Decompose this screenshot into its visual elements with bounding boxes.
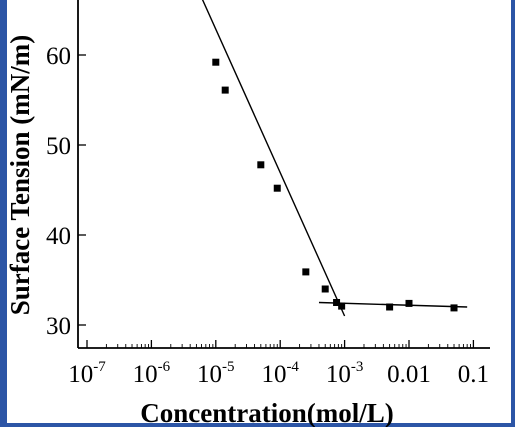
data-point bbox=[257, 161, 265, 169]
data-point bbox=[338, 302, 346, 310]
left-frame-stripe bbox=[0, 0, 7, 427]
y-tick-labels: 30 40 50 60 bbox=[46, 43, 71, 340]
data-point bbox=[321, 285, 329, 293]
x-tick-label: 10-7 bbox=[68, 359, 106, 388]
x-tick-label: 0.01 bbox=[387, 361, 431, 388]
x-axis-title: Concentration(mol/L) bbox=[140, 398, 393, 427]
data-point bbox=[450, 304, 458, 312]
x-major-ticks bbox=[86, 340, 475, 348]
y-tick-label: 60 bbox=[46, 43, 71, 70]
data-points bbox=[212, 58, 458, 312]
y-axis-title: Surface Tension (mN/m) bbox=[5, 35, 35, 316]
y-tick-label: 40 bbox=[46, 223, 71, 250]
x-tick-label: 0.1 bbox=[458, 361, 489, 388]
x-tick-label: 10-3 bbox=[326, 359, 364, 388]
x-tick-label: 10-6 bbox=[133, 359, 171, 388]
x-tick-labels: 10-7 10-6 10-5 10-4 10-3 0.01 0.1 bbox=[68, 359, 489, 388]
axes bbox=[77, 0, 490, 349]
y-tick-label: 50 bbox=[46, 133, 71, 160]
fit-line bbox=[201, 0, 346, 317]
data-point bbox=[386, 303, 394, 311]
bottom-frame-stripe bbox=[0, 423, 515, 427]
x-tick-label: 10-4 bbox=[261, 359, 299, 388]
data-point bbox=[333, 299, 341, 306]
data-point bbox=[302, 268, 310, 276]
data-point bbox=[273, 184, 281, 192]
x-tick-label: 10-5 bbox=[197, 359, 235, 388]
data-point bbox=[212, 58, 220, 66]
y-major-ticks bbox=[78, 54, 86, 326]
y-tick-label: 30 bbox=[46, 313, 71, 340]
fit-lines bbox=[201, 0, 468, 317]
right-frame-stripe bbox=[511, 0, 515, 427]
data-point bbox=[405, 299, 413, 307]
data-point bbox=[221, 86, 229, 94]
